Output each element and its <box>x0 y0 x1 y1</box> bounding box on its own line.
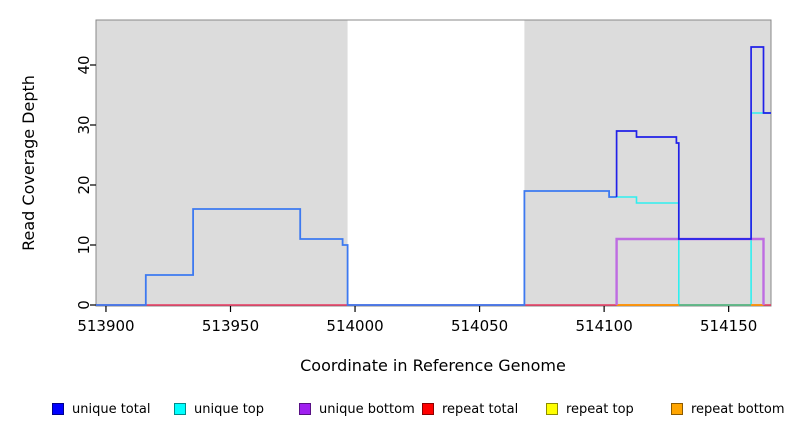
y-tick-label: 40 <box>75 55 93 74</box>
legend-swatch-icon <box>671 403 683 415</box>
x-tick-label: 514050 <box>451 317 508 335</box>
y-tick-label: 30 <box>75 115 93 134</box>
legend-item-unique-top: unique top <box>174 401 264 417</box>
y-tick-label: 10 <box>75 235 93 254</box>
y-tick-label: 0 <box>75 300 93 310</box>
series-line-unique-total-bright <box>96 190 617 306</box>
legend-swatch-icon <box>174 403 186 415</box>
axis-ticks-layer: 513900 513950 514000 514050 514100 514150 0 10 2… <box>75 55 757 335</box>
y-tick-label: 20 <box>75 175 93 194</box>
y-axis-title: Read Coverage Depth <box>19 75 38 251</box>
legend-item-unique-bottom: unique bottom <box>299 401 415 417</box>
x-tick-label: 514100 <box>575 317 632 335</box>
x-tick-label: 513900 <box>77 317 134 335</box>
shaded-regions-layer <box>96 20 771 306</box>
x-tick-label: 514000 <box>326 317 383 335</box>
x-tick-label: 513950 <box>202 317 259 335</box>
legend-label: unique top <box>194 401 265 417</box>
shaded-region <box>96 20 348 306</box>
legend-label: repeat bottom <box>691 401 785 417</box>
legend-item-repeat-total: repeat total <box>422 401 518 417</box>
legend-swatch-icon <box>299 403 311 415</box>
legend-swatch-icon <box>422 403 434 415</box>
legend-item-repeat-top: repeat top <box>546 401 634 417</box>
legend-item-repeat-bottom: repeat bottom <box>671 401 785 417</box>
series-lines-layer <box>96 46 771 306</box>
legend-label: repeat total <box>442 401 519 417</box>
plot-border-box <box>95 19 772 307</box>
legend-label: repeat top <box>566 401 634 417</box>
legend-label: unique bottom <box>319 401 415 417</box>
legend-swatch-icon <box>52 403 64 415</box>
series-line-unique-total-dark <box>615 46 771 240</box>
shaded-region <box>524 20 771 306</box>
legend-label: unique total <box>72 401 151 417</box>
x-tick-label: 514150 <box>700 317 757 335</box>
x-axis-title: Coordinate in Reference Genome <box>300 356 566 375</box>
legend-item-unique-total: unique total <box>52 401 150 417</box>
legend-swatch-icon <box>546 403 558 415</box>
